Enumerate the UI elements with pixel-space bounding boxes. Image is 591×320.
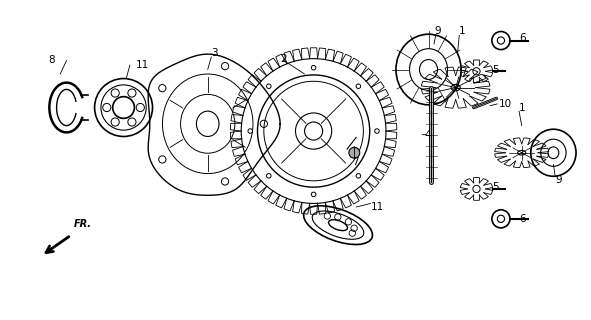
- Text: 5: 5: [492, 182, 498, 192]
- Text: 11: 11: [135, 60, 148, 70]
- Text: 6: 6: [519, 33, 525, 43]
- Text: 5: 5: [492, 65, 498, 75]
- Text: 4: 4: [425, 130, 431, 140]
- Text: 11: 11: [371, 202, 384, 212]
- Text: FR.: FR.: [74, 219, 92, 229]
- Text: 9: 9: [434, 27, 440, 36]
- Text: 2: 2: [280, 54, 287, 64]
- Text: 1: 1: [459, 27, 465, 36]
- Circle shape: [349, 147, 360, 158]
- Text: 8: 8: [48, 55, 55, 66]
- Text: 3: 3: [212, 48, 218, 58]
- Text: 9: 9: [555, 175, 562, 185]
- Text: 10: 10: [499, 99, 512, 109]
- Text: 7: 7: [352, 157, 359, 167]
- Text: 6: 6: [519, 214, 525, 224]
- Text: 1: 1: [519, 102, 525, 113]
